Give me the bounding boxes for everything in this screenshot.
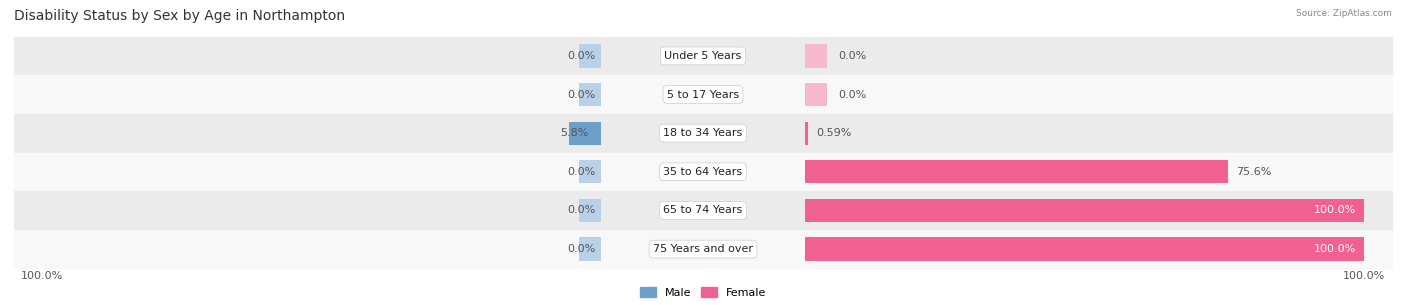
Text: 100.0%: 100.0% [1313,244,1355,254]
Text: 5.8%: 5.8% [561,128,589,138]
Bar [634,75,772,114]
Bar [804,44,827,67]
Bar [804,160,1227,183]
Bar [634,230,772,268]
Bar [772,114,1392,152]
Text: 75 Years and over: 75 Years and over [652,244,754,254]
Text: 35 to 64 Years: 35 to 64 Years [664,167,742,177]
Text: 0.0%: 0.0% [568,244,596,254]
Bar [634,114,772,152]
Text: 0.0%: 0.0% [568,206,596,215]
Text: 0.0%: 0.0% [568,90,596,99]
Bar [14,114,634,152]
Text: 0.0%: 0.0% [838,51,866,61]
Bar [634,152,772,191]
Text: 75.6%: 75.6% [1236,167,1271,177]
Bar [579,160,602,183]
Bar [579,199,602,222]
Bar [14,152,634,191]
Text: 5 to 17 Years: 5 to 17 Years [666,90,740,99]
Bar [804,199,1364,222]
Bar [772,152,1392,191]
Bar [14,230,634,268]
Bar [14,37,634,75]
Text: 18 to 34 Years: 18 to 34 Years [664,128,742,138]
Bar [14,191,634,230]
Text: 100.0%: 100.0% [1313,206,1355,215]
Bar [804,83,827,106]
Bar [772,191,1392,230]
Text: 65 to 74 Years: 65 to 74 Years [664,206,742,215]
Text: 0.0%: 0.0% [838,90,866,99]
Text: Disability Status by Sex by Age in Northampton: Disability Status by Sex by Age in North… [14,9,346,23]
Bar [14,75,634,114]
Text: Source: ZipAtlas.com: Source: ZipAtlas.com [1296,9,1392,18]
Bar [569,122,602,145]
Bar [579,83,602,106]
Text: 0.0%: 0.0% [568,167,596,177]
Bar [634,191,772,230]
Bar [772,37,1392,75]
Text: 0.59%: 0.59% [817,128,852,138]
Bar [804,238,1364,261]
Bar [804,122,808,145]
Bar [634,37,772,75]
Bar [579,238,602,261]
Bar [772,75,1392,114]
Legend: Male, Female: Male, Female [636,283,770,303]
Text: 0.0%: 0.0% [568,51,596,61]
Bar [579,44,602,67]
Bar [772,230,1392,268]
Text: Under 5 Years: Under 5 Years [665,51,741,61]
